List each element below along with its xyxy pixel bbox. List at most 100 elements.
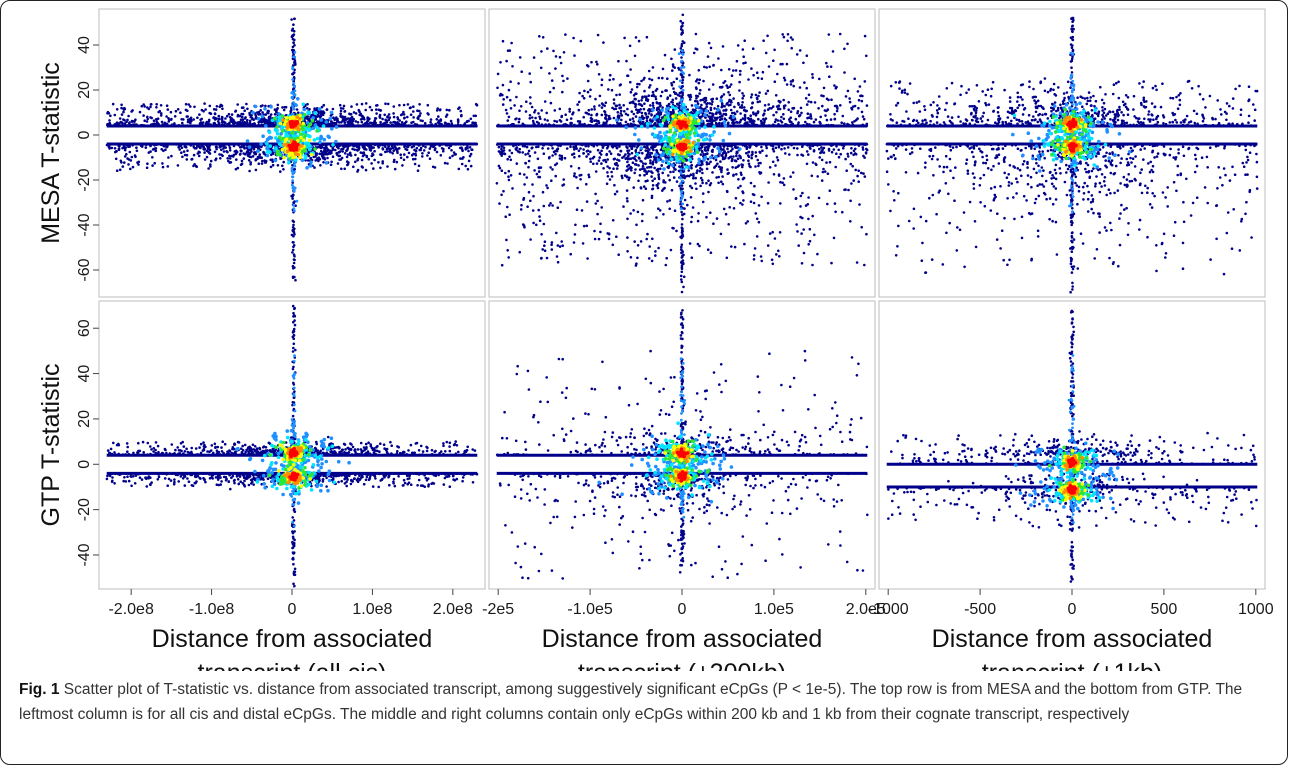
data-point bbox=[863, 263, 866, 267]
data-point bbox=[782, 117, 786, 121]
data-point bbox=[121, 165, 125, 168]
data-point bbox=[523, 173, 526, 176]
data-point bbox=[433, 166, 437, 169]
data-point bbox=[579, 147, 582, 150]
data-point bbox=[535, 120, 539, 124]
data-point bbox=[585, 224, 589, 228]
data-point bbox=[752, 193, 756, 197]
data-point bbox=[137, 163, 140, 166]
data-point bbox=[243, 147, 246, 150]
data-point bbox=[834, 165, 837, 169]
data-point bbox=[214, 145, 218, 149]
data-point bbox=[800, 262, 804, 265]
data-point bbox=[705, 167, 709, 171]
data-point bbox=[651, 66, 655, 69]
data-point bbox=[626, 199, 629, 203]
data-point bbox=[656, 167, 660, 171]
data-point bbox=[570, 121, 573, 125]
data-point bbox=[282, 155, 286, 160]
data-point bbox=[773, 237, 777, 240]
data-point bbox=[109, 114, 112, 118]
data-point bbox=[850, 147, 853, 150]
data-point bbox=[384, 145, 387, 148]
data-point bbox=[329, 163, 333, 167]
data-point bbox=[612, 77, 615, 81]
data-point bbox=[501, 39, 505, 43]
data-point bbox=[698, 78, 701, 82]
data-point bbox=[361, 146, 365, 149]
data-point bbox=[290, 91, 294, 95]
data-point bbox=[609, 73, 612, 77]
data-point bbox=[519, 208, 523, 211]
data-point bbox=[618, 84, 622, 87]
data-point bbox=[291, 78, 295, 81]
data-point bbox=[597, 121, 601, 125]
data-point bbox=[719, 96, 723, 99]
data-point bbox=[496, 72, 500, 76]
data-point bbox=[663, 53, 667, 57]
data-point bbox=[161, 162, 164, 165]
data-point bbox=[548, 155, 551, 159]
data-point bbox=[617, 253, 620, 256]
data-point bbox=[205, 155, 209, 159]
data-point bbox=[264, 104, 267, 108]
data-point bbox=[742, 199, 745, 202]
data-point bbox=[629, 68, 632, 71]
data-point bbox=[818, 156, 821, 159]
data-point bbox=[294, 103, 298, 107]
data-point bbox=[559, 120, 563, 123]
data-point bbox=[553, 109, 557, 112]
data-point bbox=[597, 237, 601, 241]
data-point bbox=[341, 107, 345, 110]
data-point bbox=[213, 150, 217, 154]
data-point bbox=[578, 174, 581, 177]
data-point bbox=[325, 108, 329, 111]
data-point bbox=[610, 88, 614, 92]
data-point bbox=[807, 243, 810, 246]
data-point bbox=[371, 123, 375, 127]
data-point bbox=[705, 66, 708, 69]
data-point bbox=[551, 168, 554, 171]
data-point bbox=[646, 232, 649, 236]
data-point bbox=[772, 59, 775, 62]
data-point bbox=[496, 86, 499, 90]
data-point bbox=[521, 223, 525, 226]
data-point bbox=[861, 146, 865, 149]
data-point bbox=[291, 179, 294, 183]
data-point bbox=[290, 29, 294, 32]
data-point bbox=[293, 209, 296, 213]
data-point bbox=[596, 199, 599, 203]
data-point bbox=[523, 183, 526, 186]
data-point bbox=[196, 152, 200, 155]
data-point bbox=[650, 78, 654, 82]
data-point bbox=[521, 151, 524, 154]
data-point bbox=[828, 189, 832, 192]
data-point bbox=[224, 117, 227, 120]
data-point bbox=[711, 171, 714, 174]
data-point bbox=[696, 219, 700, 223]
data-point bbox=[587, 175, 591, 179]
data-point bbox=[142, 114, 145, 117]
data-point bbox=[362, 151, 366, 154]
data-point bbox=[269, 136, 274, 140]
data-point bbox=[577, 100, 581, 104]
data-point bbox=[796, 147, 799, 150]
y-tick-label: -20 bbox=[76, 168, 93, 191]
data-point bbox=[626, 151, 630, 155]
y-tick-label: 40 bbox=[76, 36, 93, 54]
data-point bbox=[388, 124, 392, 128]
data-point bbox=[666, 200, 669, 203]
data-point bbox=[402, 113, 406, 116]
data-point bbox=[844, 188, 847, 191]
data-point bbox=[517, 120, 521, 124]
data-point bbox=[386, 165, 389, 168]
data-point bbox=[296, 152, 301, 157]
data-point bbox=[137, 160, 141, 164]
data-point bbox=[129, 159, 133, 162]
data-point bbox=[469, 164, 473, 168]
data-point bbox=[791, 171, 795, 174]
data-point bbox=[635, 108, 638, 111]
data-point bbox=[363, 124, 366, 127]
data-point bbox=[640, 99, 643, 102]
data-point bbox=[340, 167, 343, 171]
